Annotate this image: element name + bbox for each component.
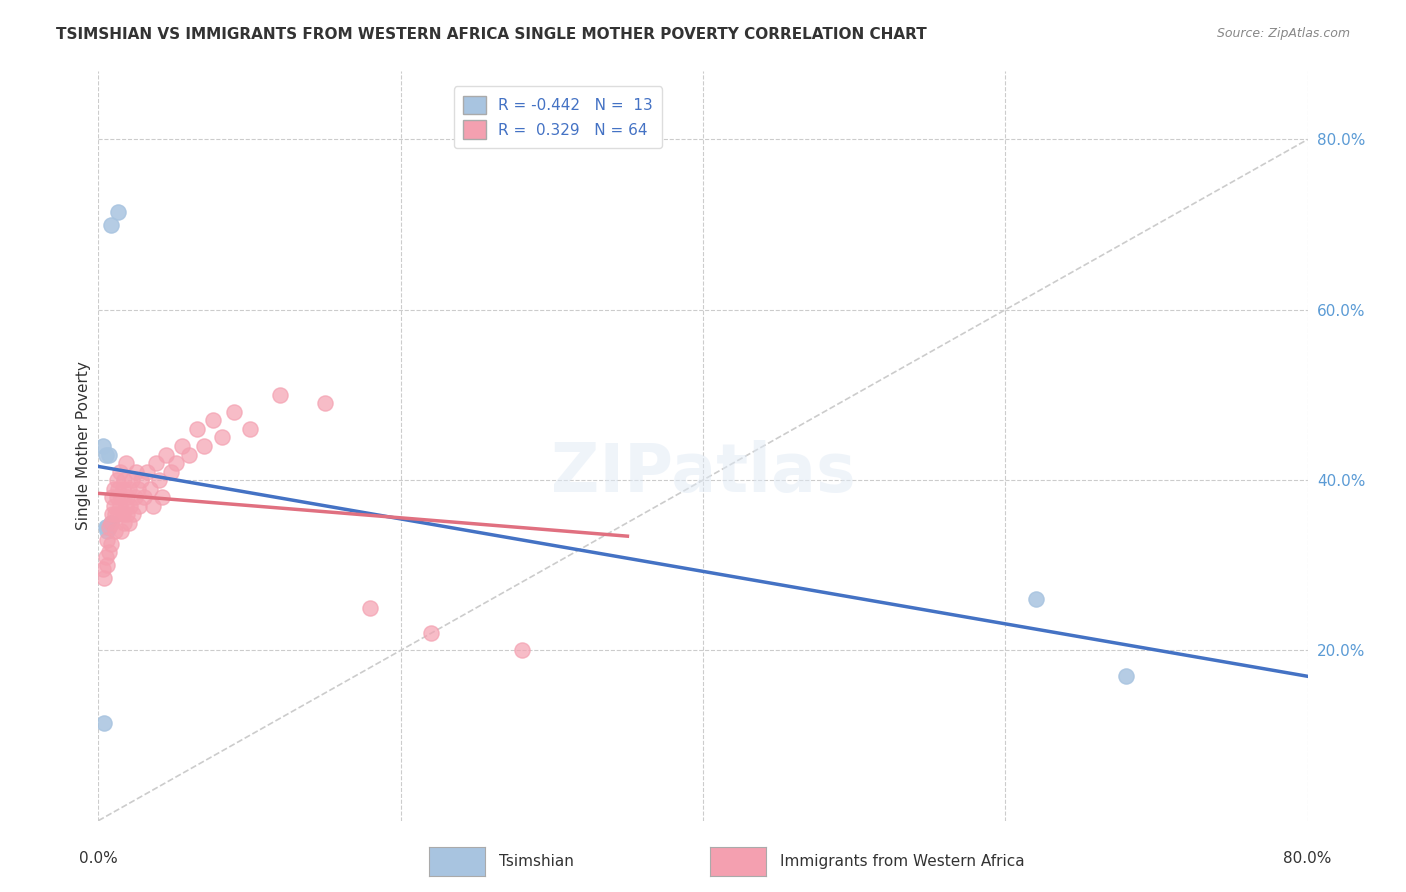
Legend: R = -0.442   N =  13, R =  0.329   N = 64: R = -0.442 N = 13, R = 0.329 N = 64 — [454, 87, 662, 148]
Point — [104, 524, 127, 538]
Point — [112, 516, 135, 530]
Y-axis label: Single Mother Poverty: Single Mother Poverty — [76, 361, 91, 531]
Point — [510, 643, 533, 657]
Point — [132, 490, 155, 504]
Point — [139, 482, 162, 496]
Point — [94, 549, 117, 564]
Point — [111, 507, 134, 521]
Point — [100, 516, 122, 530]
Point — [108, 465, 131, 479]
Point — [101, 490, 124, 504]
Point — [129, 473, 152, 487]
Point — [94, 448, 117, 462]
Point — [112, 473, 135, 487]
Point — [114, 456, 136, 470]
Point — [125, 465, 148, 479]
Point — [108, 499, 131, 513]
Point — [150, 490, 173, 504]
Point — [91, 439, 114, 453]
Text: Source: ZipAtlas.com: Source: ZipAtlas.com — [1216, 27, 1350, 40]
Point — [360, 600, 382, 615]
Text: TSIMSHIAN VS IMMIGRANTS FROM WESTERN AFRICA SINGLE MOTHER POVERTY CORRELATION CH: TSIMSHIAN VS IMMIGRANTS FROM WESTERN AFR… — [56, 27, 927, 42]
Point — [224, 405, 246, 419]
Point — [100, 516, 122, 530]
Point — [145, 456, 167, 470]
Point — [98, 545, 121, 559]
Point — [121, 473, 143, 487]
Point — [110, 490, 132, 504]
Point — [118, 516, 141, 530]
Text: 80.0%: 80.0% — [1284, 851, 1331, 865]
Point — [114, 499, 136, 513]
Point — [93, 715, 115, 730]
Point — [96, 533, 118, 547]
Point — [96, 520, 118, 534]
Text: Immigrants from Western Africa: Immigrants from Western Africa — [780, 855, 1025, 869]
Point — [91, 562, 114, 576]
Point — [107, 482, 129, 496]
Point — [96, 524, 118, 538]
Point — [165, 456, 187, 470]
Point — [193, 439, 215, 453]
Point — [155, 448, 177, 462]
Point — [101, 507, 124, 521]
Point — [94, 520, 117, 534]
Point — [269, 388, 291, 402]
Point — [104, 507, 127, 521]
Point — [179, 448, 201, 462]
Point — [124, 490, 146, 504]
Point — [93, 571, 115, 585]
Point — [186, 422, 208, 436]
Point — [118, 482, 141, 496]
Text: 0.0%: 0.0% — [79, 851, 118, 865]
Point — [1115, 669, 1137, 683]
Point — [128, 499, 150, 513]
Point — [105, 490, 128, 504]
Point — [100, 218, 122, 232]
Text: Tsimshian: Tsimshian — [499, 855, 574, 869]
Point — [100, 537, 122, 551]
Point — [1024, 592, 1046, 607]
Point — [122, 507, 145, 521]
Point — [98, 520, 121, 534]
Point — [105, 473, 128, 487]
Point — [135, 465, 157, 479]
Text: ZIPatlas: ZIPatlas — [551, 440, 855, 506]
Point — [107, 507, 129, 521]
Point — [115, 490, 138, 504]
Point — [103, 482, 125, 496]
Point — [107, 205, 129, 219]
Point — [142, 499, 165, 513]
Point — [211, 430, 233, 444]
Point — [127, 482, 149, 496]
Point — [96, 558, 118, 573]
Point — [148, 473, 170, 487]
Point — [170, 439, 193, 453]
Point — [103, 499, 125, 513]
Point — [160, 465, 183, 479]
Point — [420, 626, 443, 640]
Point — [98, 448, 121, 462]
Point — [115, 507, 138, 521]
Point — [239, 422, 262, 436]
Point — [202, 413, 225, 427]
Point — [111, 482, 134, 496]
Point — [314, 396, 336, 410]
Point — [120, 499, 142, 513]
Point — [98, 520, 121, 534]
Point — [110, 524, 132, 538]
